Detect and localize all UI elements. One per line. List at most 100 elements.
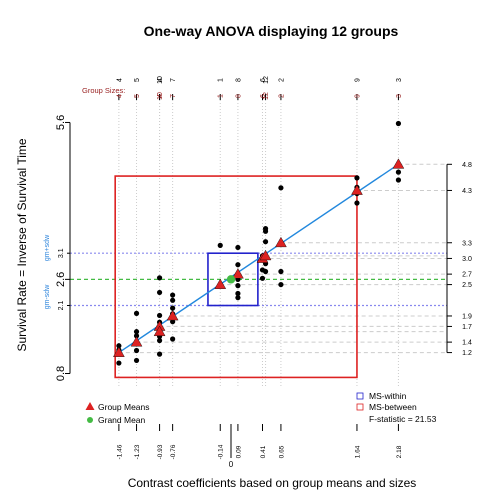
y-tick-label-right: 2.5 <box>462 282 472 289</box>
observation-point <box>354 200 360 206</box>
observation-point <box>235 262 241 268</box>
observation-point <box>156 337 163 344</box>
x-tick-label: 0.41 <box>260 445 267 458</box>
y-tick-label-right: 1.7 <box>462 324 472 331</box>
observation-point <box>395 177 402 183</box>
y-tick-label-right: 3.3 <box>462 240 472 247</box>
observation-point <box>395 169 402 175</box>
y-tick-label-right: 1.2 <box>462 350 472 357</box>
y-tick-label-small: 3.1 <box>58 248 65 258</box>
x-tick-label: -0.14 <box>218 444 225 459</box>
observation-point <box>395 120 402 127</box>
group-size-top-label: 6 <box>260 78 267 82</box>
observation-point <box>262 226 269 232</box>
group-size-top-label: 4 <box>116 78 123 82</box>
group-size-top-label: 8 <box>235 78 242 82</box>
observation-point <box>235 295 241 301</box>
observation-point <box>217 242 223 248</box>
observation-point <box>354 175 360 181</box>
group-mean-marker <box>392 158 405 169</box>
group-mean-marker <box>166 310 179 321</box>
group-size-top-label: 7 <box>170 78 177 82</box>
group-mean-marker <box>153 325 166 336</box>
legend-group-means: Group Means <box>98 402 150 412</box>
group-size-label: 10 <box>157 92 164 100</box>
group-size-label: 8 <box>235 94 242 98</box>
observation-point <box>170 336 176 342</box>
observation-point <box>278 281 284 288</box>
y-tick-label-right: 4.3 <box>462 188 472 195</box>
observation-point <box>262 268 269 275</box>
legend-triangle <box>85 402 95 410</box>
y-tick-label-right: 1.9 <box>462 313 472 320</box>
y-tick-label-right: 4.8 <box>462 162 472 169</box>
group-size-label: 6 <box>260 94 267 98</box>
x-tick-label: -1.46 <box>116 444 123 459</box>
x-tick-label: -0.93 <box>157 444 164 459</box>
legend-grand-mean: Grand Mean <box>98 415 146 425</box>
legend-f-statistic: F-statistic = 21.53 <box>369 414 437 424</box>
x-tick-label: 0.65 <box>278 445 285 458</box>
observation-point <box>170 305 176 311</box>
group-size-label: 3 <box>396 94 403 98</box>
group-size-label: 7 <box>170 94 177 98</box>
group-mean-marker <box>130 336 143 347</box>
y-tick-label-left: 2.6 <box>55 272 67 287</box>
group-mean-marker <box>275 236 287 248</box>
observation-point <box>156 289 163 296</box>
y-tick-label-small: 2.1 <box>58 301 65 311</box>
y-tick-label-right: 1.4 <box>462 340 472 347</box>
observation-point <box>116 360 122 366</box>
group-size-top-label: 12 <box>263 76 270 84</box>
observation-point <box>235 290 241 297</box>
observation-point <box>278 268 284 275</box>
observation-point <box>235 244 241 251</box>
observation-point <box>170 292 176 298</box>
y-tick-label-left: 0.8 <box>55 366 67 381</box>
group-size-label: 9 <box>354 94 361 98</box>
grand-mean-marker <box>226 275 236 284</box>
group-mean-marker <box>214 278 227 289</box>
ms-between-square <box>114 175 358 379</box>
observation-point <box>133 333 140 339</box>
legend-ms-within: MS-within <box>369 391 407 401</box>
group-mean-marker <box>259 249 272 261</box>
observation-point <box>170 297 176 303</box>
x-tick-label: 0.09 <box>235 445 242 458</box>
group-size-top-label: 3 <box>396 78 403 82</box>
observation-point <box>278 185 284 191</box>
observation-point <box>133 347 140 354</box>
group-mean-marker <box>232 268 244 279</box>
group-size-top-label: 10 <box>157 76 164 84</box>
group-size-label: 4 <box>157 94 164 98</box>
fit-line <box>118 163 399 354</box>
legend-circle <box>87 417 93 423</box>
observation-point <box>262 239 269 245</box>
chart-title: One-way ANOVA displaying 12 groups <box>144 23 399 39</box>
gm-plus-label: gm+sdw <box>44 234 51 261</box>
plot-area: 0.8 2.6 5.6 2.1 3.1 1.2 1.4 1.7 1.9 2.5 2.7 3.0 3.3 4… <box>55 76 472 469</box>
group-size-top-label: 1 <box>218 78 225 82</box>
observation-point <box>116 343 122 349</box>
legend-square-within <box>356 392 364 400</box>
observation-point <box>156 312 163 319</box>
x-tick-label: 1.64 <box>354 445 361 458</box>
y-tick-label-right: 2.7 <box>462 272 472 279</box>
group-mean-marker <box>351 184 363 195</box>
gm-minus-label: gm-sdw <box>44 284 51 309</box>
x-tick-label: -0.76 <box>170 444 177 459</box>
x-tick-label: 2.18 <box>396 445 403 458</box>
group-size-top-label: 9 <box>354 78 361 82</box>
observation-point <box>156 275 163 281</box>
observation-point <box>259 275 266 281</box>
observation-point <box>156 351 163 357</box>
group-size-label: 1 <box>218 94 225 98</box>
group-size-top-label: 5 <box>134 78 141 82</box>
group-size-label: 12 <box>263 92 270 100</box>
legend-ms-between: MS-between <box>369 402 417 412</box>
group-sizes-label: Group Sizes: <box>82 86 125 95</box>
observation-point <box>133 329 140 335</box>
group-size-top-label: 4 <box>157 78 164 82</box>
observation-point <box>170 319 176 325</box>
